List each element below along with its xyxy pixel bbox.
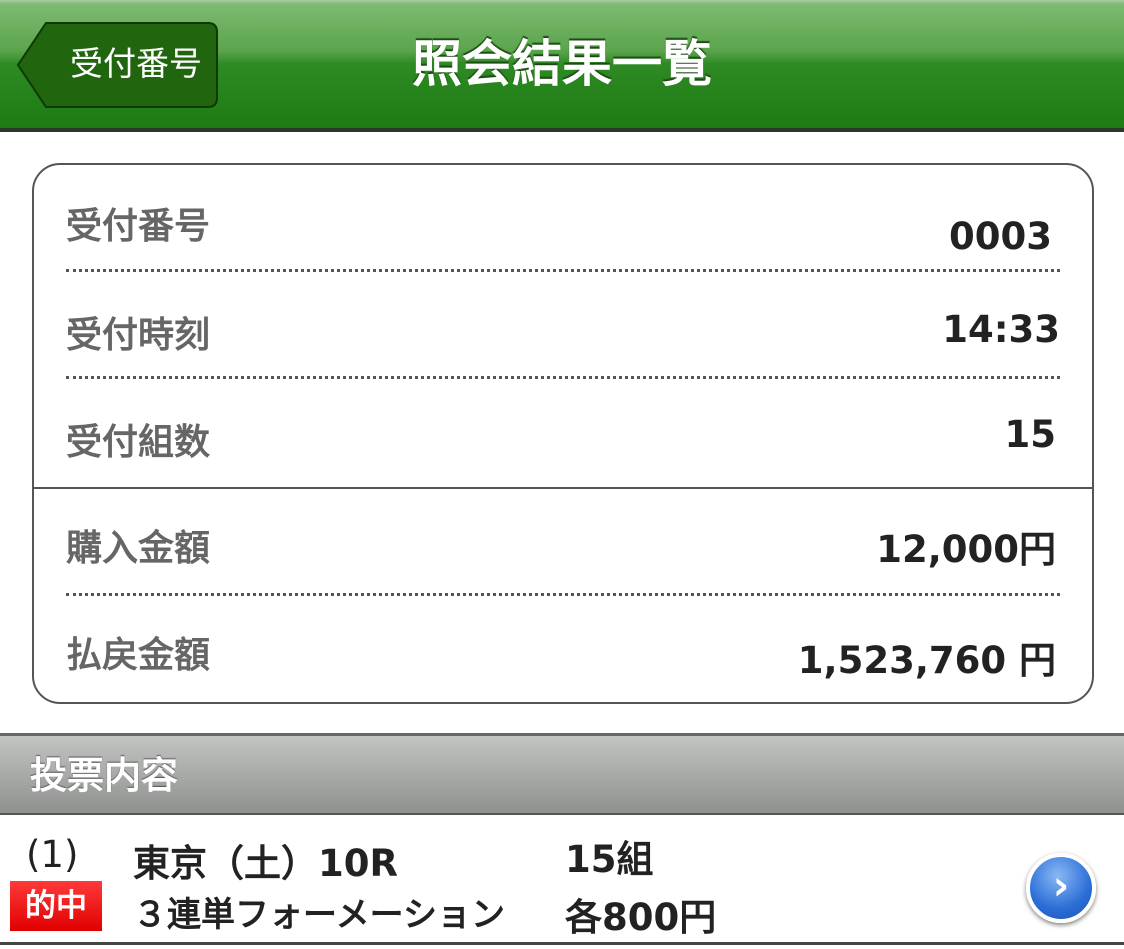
- value: 15: [1004, 413, 1057, 456]
- label: 受付時刻: [66, 315, 211, 356]
- back-button-label: 受付番号: [70, 44, 202, 83]
- page-title: 照会結果一覧: [412, 35, 712, 93]
- chevron-right-icon[interactable]: ›: [1026, 853, 1096, 923]
- row-combination-count: 受付組数 15: [66, 379, 1060, 486]
- row-purchase-amount: 購入金額 12,000円: [66, 489, 1060, 596]
- bet-list-item[interactable]: (1) 東京（土）10R 15組 的中 ３連単フォーメーション 各800円: [0, 815, 1124, 945]
- bet-index: (1): [26, 833, 79, 876]
- back-arrow-shape: [16, 22, 218, 108]
- summary-card: 受付番号 0003 受付時刻 14:33 受付組数 15 購入金額 12,000…: [32, 163, 1094, 704]
- bet-race: 東京（土）10R: [133, 842, 398, 885]
- value: 12,000円: [876, 528, 1056, 571]
- row-payout-amount: 払戻金額 1,523,760 円: [66, 596, 1060, 703]
- label: 購入金額: [66, 528, 211, 569]
- row-receipt-number: 受付番号 0003: [66, 165, 1060, 272]
- row-receipt-time: 受付時刻 14:33: [66, 272, 1060, 379]
- bet-count: 15組: [565, 838, 654, 881]
- nav-bar: 受付番号 照会結果一覧: [0, 0, 1124, 132]
- section-header: 投票内容: [0, 733, 1124, 815]
- value: 14:33: [942, 308, 1060, 351]
- back-button[interactable]: 受付番号: [16, 21, 219, 109]
- label: 受付組数: [66, 422, 211, 463]
- value: 1,523,760 円: [797, 639, 1056, 682]
- divider: [34, 487, 1092, 489]
- hit-badge: 的中: [10, 881, 102, 931]
- label: 受付番号: [66, 206, 211, 247]
- bet-type: ３連単フォーメーション: [133, 895, 505, 935]
- bet-amount: 各800円: [565, 896, 717, 939]
- value: 0003: [949, 215, 1052, 258]
- label: 払戻金額: [66, 635, 211, 676]
- section-title: 投票内容: [30, 754, 178, 797]
